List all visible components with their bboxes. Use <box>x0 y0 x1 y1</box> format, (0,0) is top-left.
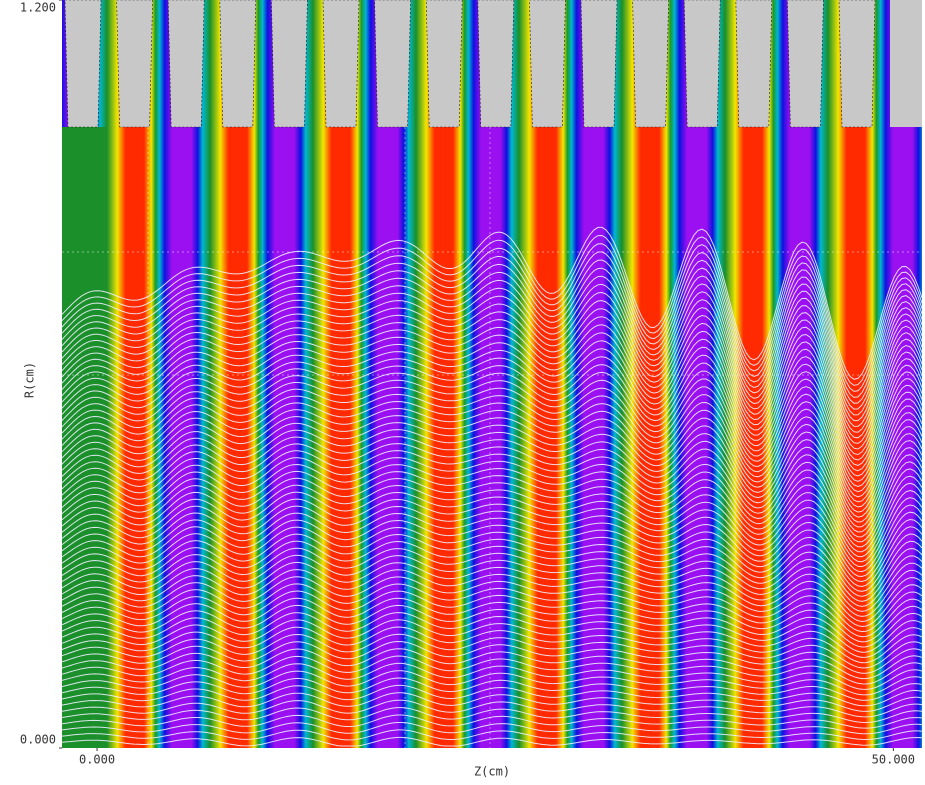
electrode <box>65 0 101 127</box>
x-tick-label: 50.000 <box>872 753 915 767</box>
y-tick-label: 0.000 <box>20 733 56 747</box>
electrode <box>736 0 772 127</box>
electrode <box>787 0 823 127</box>
electrode <box>478 0 514 127</box>
electrode <box>839 0 875 127</box>
electrode <box>168 0 204 127</box>
electrode <box>220 0 256 127</box>
electrode <box>633 0 669 127</box>
electrode <box>375 0 411 127</box>
y-axis-label: R(cm) <box>23 362 37 398</box>
electrode <box>529 0 565 127</box>
electrode <box>426 0 462 127</box>
electrode <box>684 0 720 127</box>
electrode <box>271 0 307 127</box>
y-tick-label: 1.200 <box>20 1 56 15</box>
electrode <box>323 0 359 127</box>
chart: R(cm) Z(cm) 0.000 1.200 0.000 50.000 <box>0 0 925 785</box>
electrode <box>117 0 153 127</box>
x-axis-label: Z(cm) <box>474 765 510 779</box>
x-tick-label: 0.000 <box>79 753 115 767</box>
electrode <box>890 0 922 127</box>
plot-area <box>62 0 922 748</box>
electrode <box>581 0 617 127</box>
